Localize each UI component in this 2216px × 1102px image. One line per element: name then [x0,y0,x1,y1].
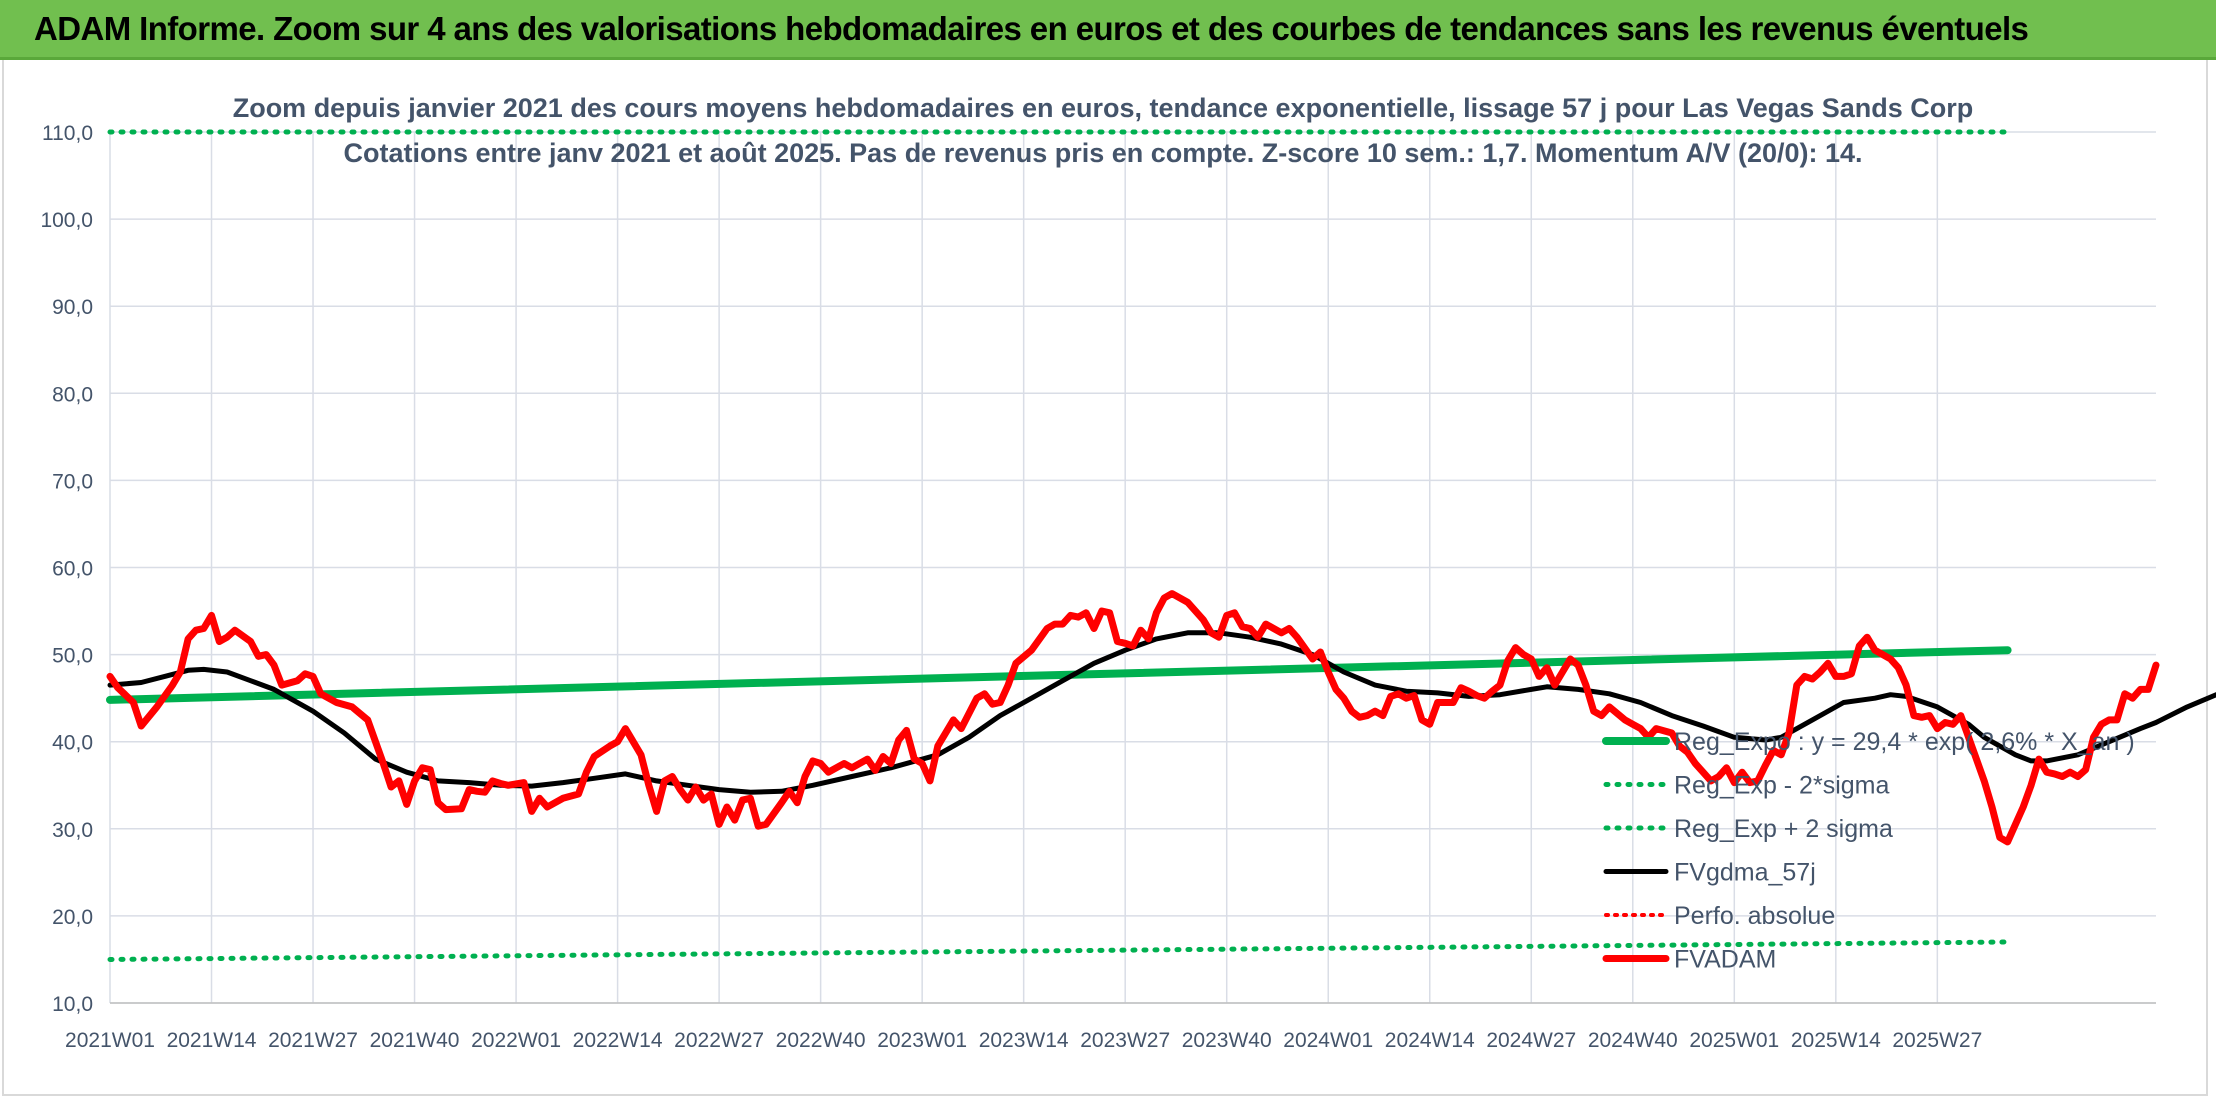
x-tick-label: 2021W27 [268,1029,358,1052]
grid-lines [109,131,2156,1004]
chart-title: Zoom depuis janvier 2021 des cours moyen… [233,93,1974,123]
legend-label: Reg_Exp - 2*sigma [1674,772,1889,800]
series-line-5 [106,590,2160,846]
x-tick-label: 2021W01 [65,1029,155,1052]
y-tick-label: 80,0 [52,383,93,406]
series-line-0 [106,646,2012,704]
y-tick-label: 20,0 [52,906,93,929]
chart-subtitle: Cotations entre janv 2021 et août 2025. … [343,138,1862,168]
legend-label: FVADAM [1674,946,1776,974]
legend-label: Reg_Exp + 2 sigma [1674,815,1893,843]
y-tick-label: 40,0 [52,732,93,755]
y-tick-label: 70,0 [52,470,93,493]
legend-label: Reg_Expo : y = 29,4 * exp( 2,6% * X_an ) [1674,728,2135,756]
x-tick-label: 2024W14 [1385,1029,1475,1052]
x-tick-label: 2022W40 [776,1029,866,1052]
y-tick-label: 10,0 [52,993,93,1016]
legend-label: Perfo. absolue [1674,902,1835,930]
y-tick-label: 100,0 [40,209,93,232]
axis-labels: 10,0 20,0 30,0 40,0 50,0 60,0 70,0 80,0 90,0 100,… [40,122,1982,1052]
report-title: ADAM Informe. Zoom sur 4 ans des valoris… [34,10,2029,47]
y-tick-label: 110,0 [42,122,93,145]
x-tick-label: 2023W40 [1182,1029,1272,1052]
x-tick-label: 2025W01 [1689,1029,1779,1052]
legend: Reg_Expo : y = 29,4 * exp( 2,6% * X_an )… [1602,728,2135,974]
x-tick-label: 2023W01 [877,1029,967,1052]
y-tick-label: 50,0 [52,645,93,668]
series-layer [106,129,2216,962]
x-tick-label: 2024W01 [1283,1029,1373,1052]
x-tick-label: 2021W40 [370,1029,460,1052]
x-tick-label: 2025W27 [1892,1029,1982,1052]
x-tick-label: 2022W14 [573,1029,663,1052]
x-tick-label: 2025W14 [1791,1029,1881,1052]
x-tick-label: 2024W27 [1486,1029,1576,1052]
x-tick-label: 2021W14 [167,1029,257,1052]
chart-frame [2,60,2208,1096]
x-tick-label: 2023W27 [1080,1029,1170,1052]
series-line-1 [107,939,2011,962]
y-tick-label: 90,0 [52,296,93,319]
x-tick-label: 2024W40 [1588,1029,1678,1052]
report-header-band: ADAM Informe. Zoom sur 4 ans des valoris… [0,0,2216,60]
x-tick-label: 2023W14 [979,1029,1069,1052]
legend-label: FVgdma_57j [1674,859,1816,887]
y-tick-label: 60,0 [52,558,93,581]
x-tick-label: 2022W27 [674,1029,764,1052]
x-tick-label: 2022W01 [471,1029,561,1052]
y-tick-label: 30,0 [52,819,93,842]
